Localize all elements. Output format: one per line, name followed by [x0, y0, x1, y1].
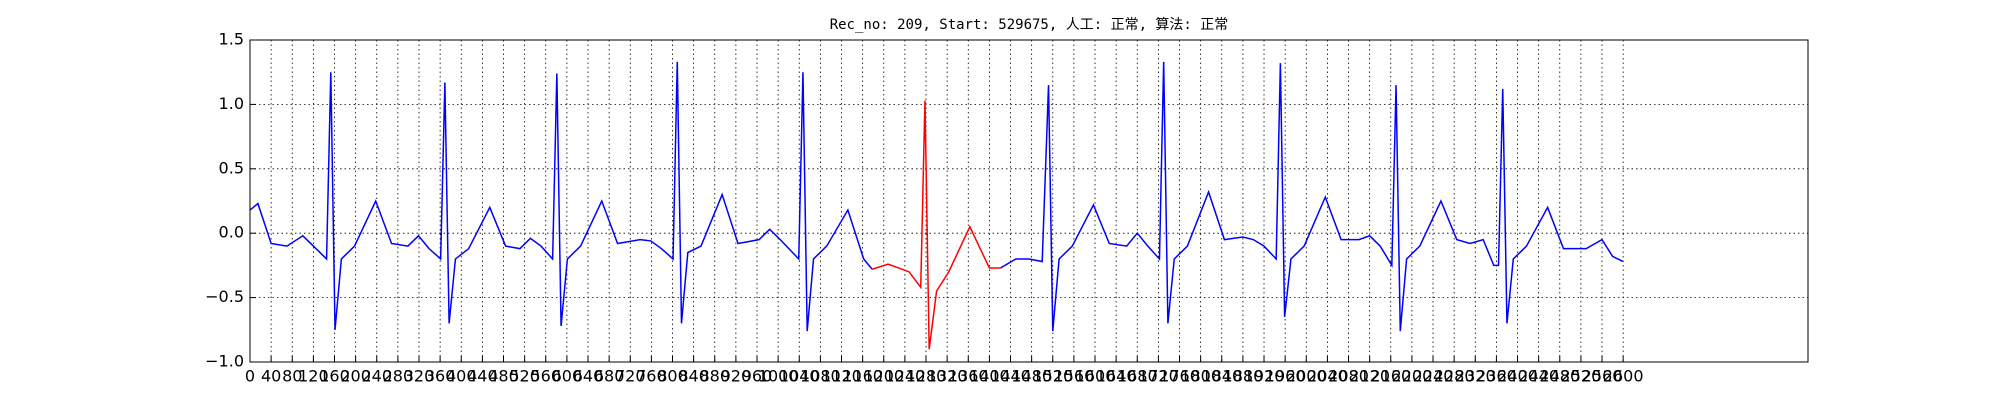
- x-tick-label: 2160: [1370, 367, 1411, 386]
- x-tick-label: 240: [361, 367, 392, 386]
- x-tick-label: 1520: [1032, 367, 1073, 386]
- x-tick-label: 2320: [1455, 367, 1496, 386]
- ecg-line: [249, 61, 1624, 332]
- x-tick-label: 1840: [1201, 367, 1242, 386]
- x-tick-label: 720: [615, 367, 646, 386]
- plot-frame: [249, 39, 1809, 363]
- x-tick-label: 2520: [1561, 367, 1602, 386]
- x-tick-label: 1040: [779, 367, 820, 386]
- x-tick-label: 440: [467, 367, 498, 386]
- x-tick-label: 560: [530, 367, 561, 386]
- x-tick-label: 1760: [1159, 367, 1200, 386]
- x-tick-label: 2200: [1392, 367, 1433, 386]
- x-tick-label: 1480: [1011, 367, 1052, 386]
- x-tick-label: 2440: [1518, 367, 1559, 386]
- x-tick-label: 2400: [1497, 367, 1538, 386]
- ecg-line: [871, 100, 1001, 350]
- x-tick-label: 880: [699, 367, 730, 386]
- x-tick-label: 0: [245, 367, 255, 386]
- x-tick-label: 1680: [1117, 367, 1158, 386]
- x-tick-label: 1160: [842, 367, 883, 386]
- x-tick-label: 80: [282, 367, 302, 386]
- x-tick-label: 2480: [1539, 367, 1580, 386]
- x-tick-label: 2240: [1413, 367, 1454, 386]
- x-tick-label: 1800: [1180, 367, 1221, 386]
- x-tick-label: 2080: [1328, 367, 1369, 386]
- x-tick-label: 1880: [1223, 367, 1264, 386]
- x-tick-label: 1640: [1096, 367, 1137, 386]
- x-tick-label: 1320: [927, 367, 968, 386]
- x-tick-label: 1600: [1075, 367, 1116, 386]
- x-tick-label: 600: [552, 367, 583, 386]
- x-tick-label: 1920: [1244, 367, 1285, 386]
- x-tick-label: 960: [742, 367, 773, 386]
- y-tick-label: 0.0: [219, 223, 244, 242]
- y-tick-label: 1.5: [219, 30, 244, 49]
- x-tick-label: 2040: [1307, 367, 1348, 386]
- x-tick-label: 160: [319, 367, 350, 386]
- x-tick-label: 1560: [1054, 367, 1095, 386]
- x-tick-label: 800: [657, 367, 688, 386]
- x-tick-label: 1120: [821, 367, 862, 386]
- x-tick-label: 760: [636, 367, 667, 386]
- chart-title: Rec_no: 209, Start: 529675, 人工: 正常, 算法: …: [830, 17, 1229, 33]
- x-tick-label: 1080: [800, 367, 841, 386]
- x-tick-label: 920: [721, 367, 752, 386]
- x-tick-label: 200: [340, 367, 371, 386]
- x-tick-label: 840: [678, 367, 709, 386]
- x-tick-label: 2600: [1603, 367, 1644, 386]
- x-tick-label: 2120: [1349, 367, 1390, 386]
- x-tick-label: 280: [383, 367, 414, 386]
- x-tick-label: 1960: [1265, 367, 1306, 386]
- x-tick-label: 1440: [990, 367, 1031, 386]
- x-tick-label: 120: [298, 367, 329, 386]
- x-tick-label: 640: [573, 367, 604, 386]
- y-tick-label: 0.5: [219, 158, 244, 177]
- x-tick-label: 320: [404, 367, 435, 386]
- x-tick-label: 1000: [758, 367, 799, 386]
- x-tick-label: 1280: [906, 367, 947, 386]
- x-tick-label: 2000: [1286, 367, 1327, 386]
- y-tick-label: −0.5: [205, 287, 244, 306]
- x-tick-label: 400: [446, 367, 477, 386]
- x-tick-label: 1200: [863, 367, 904, 386]
- x-tick-label: 40: [261, 367, 281, 386]
- x-tick-label: 360: [425, 367, 456, 386]
- x-tick-label: 2280: [1434, 367, 1475, 386]
- x-tick-label: 1400: [969, 367, 1010, 386]
- y-tick-label: −1.0: [205, 352, 244, 371]
- x-tick-label: 1360: [948, 367, 989, 386]
- x-tick-label: 680: [594, 367, 625, 386]
- x-tick-label: 480: [488, 367, 519, 386]
- x-tick-label: 2560: [1582, 367, 1623, 386]
- x-tick-label: 1240: [885, 367, 926, 386]
- x-tick-label: 1720: [1138, 367, 1179, 386]
- x-tick-label: 520: [509, 367, 540, 386]
- y-tick-label: 1.0: [219, 94, 244, 113]
- x-tick-label: 2360: [1476, 367, 1517, 386]
